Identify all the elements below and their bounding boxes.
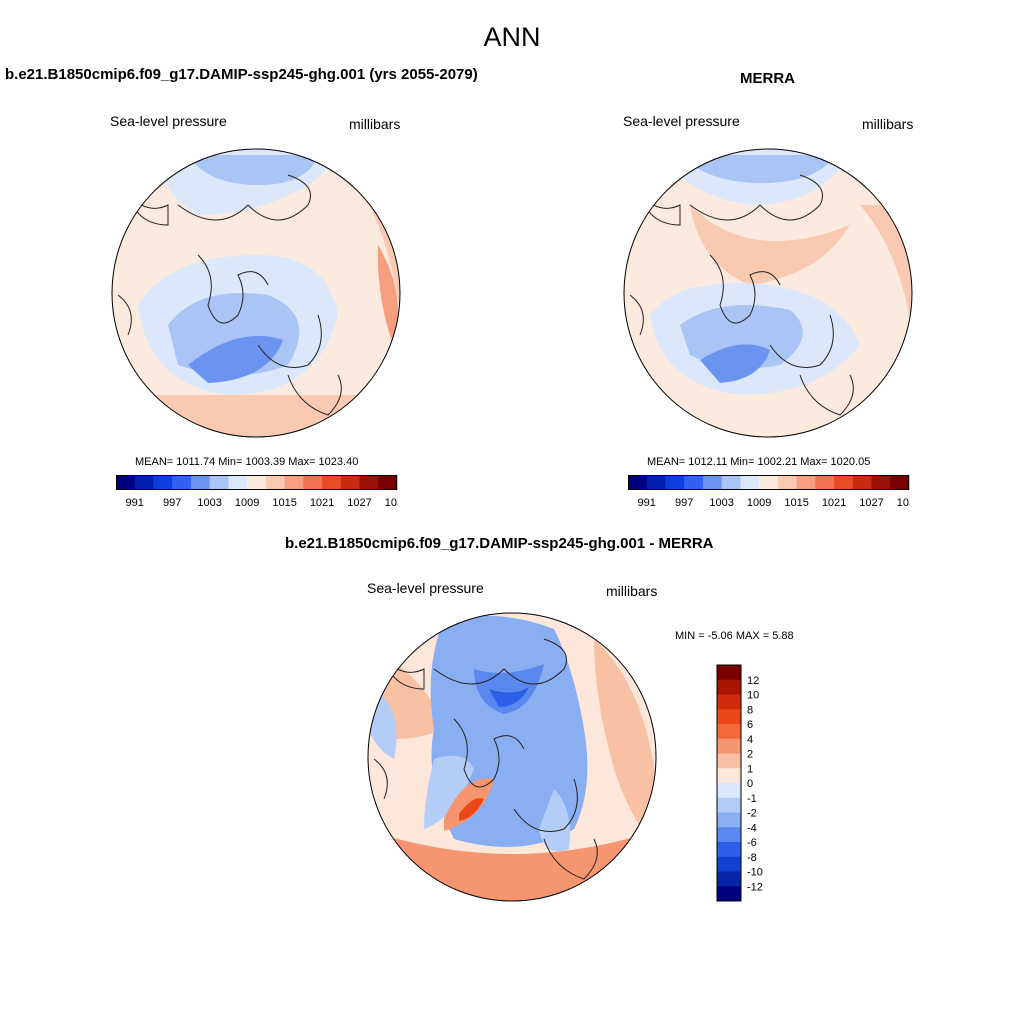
colorbar-border <box>116 475 397 490</box>
figure-title: ANN <box>483 22 541 52</box>
colorbar-tick-label: -1 <box>747 793 757 805</box>
obs-units-label: millibars <box>862 116 914 132</box>
colorbar-tick-label: 10 <box>747 690 759 702</box>
colorbar-tick-label: 1021 <box>310 497 334 509</box>
colorbar-swatch <box>717 886 741 902</box>
colorbar-tick-label: 1033 <box>897 497 910 509</box>
colorbar-tick-label: -12 <box>747 881 763 893</box>
colorbar-swatch <box>740 475 760 490</box>
colorbar-tick-label: 0 <box>747 778 753 790</box>
colorbar-swatch <box>717 768 741 784</box>
colorbar-swatch <box>702 475 722 490</box>
colorbar-swatch <box>153 475 173 490</box>
colorbar-swatch <box>228 475 248 490</box>
colorbar-swatch <box>378 475 398 490</box>
model-stats-text: MEAN= 1011.74 Min= 1003.39 Max= 1023.40 <box>135 456 359 468</box>
colorbar-tick-label: 991 <box>638 497 656 509</box>
colorbar-swatch <box>717 842 741 858</box>
colorbar-swatch <box>871 475 891 490</box>
model-panel-title: b.e21.B1850cmip6.f09_g17.DAMIP-ssp245-gh… <box>5 66 478 83</box>
obs-stats-text: MEAN= 1012.11 Min= 1002.21 Max= 1020.05 <box>647 456 871 468</box>
colorbar-swatch <box>777 475 797 490</box>
colorbar-swatch <box>721 475 741 490</box>
diff-minmax-text: MIN = -5.06 MAX = 5.88 <box>675 630 794 642</box>
colorbar-tick-label: 12 <box>747 675 759 687</box>
colorbar-swatch <box>815 475 835 490</box>
colorbar-swatch <box>247 475 267 490</box>
colorbar-tick-label: 1027 <box>347 497 371 509</box>
colorbar-swatch <box>665 475 685 490</box>
colorbar-swatch <box>796 475 816 490</box>
colorbar-swatch <box>134 475 154 490</box>
colorbar-tick-label: -6 <box>747 837 757 849</box>
colorbar-swatch <box>717 797 741 813</box>
colorbar-swatch <box>359 475 379 490</box>
colorbar-tick-label: 997 <box>163 497 181 509</box>
model-variable-label: Sea-level pressure <box>110 113 227 129</box>
colorbar-border <box>628 475 909 490</box>
colorbar-tick-label: 1003 <box>709 497 733 509</box>
colorbar-swatch <box>717 694 741 710</box>
colorbar-tick-label: 997 <box>675 497 693 509</box>
colorbar-swatch <box>684 475 704 490</box>
colorbar-swatch <box>172 475 192 490</box>
obs-polar-map <box>623 148 913 438</box>
colorbar-tick-label: 991 <box>126 497 144 509</box>
diff-polar-map <box>367 612 657 902</box>
colorbar-swatch <box>717 738 741 754</box>
colorbar-tick-label: 1015 <box>784 497 808 509</box>
colorbar-tick-label: -4 <box>747 822 757 834</box>
colorbar-swatch <box>717 827 741 843</box>
colorbar-swatch <box>717 665 741 681</box>
colorbar-swatch <box>759 475 779 490</box>
colorbar-tick-label: 2 <box>747 749 753 761</box>
colorbar-swatch <box>717 724 741 740</box>
colorbar-swatch <box>340 475 360 490</box>
colorbar-swatch <box>322 475 342 490</box>
obs-variable-label: Sea-level pressure <box>623 113 740 129</box>
diff-variable-label: Sea-level pressure <box>367 580 484 596</box>
colorbar-swatch <box>834 475 854 490</box>
colorbar-swatch <box>717 812 741 828</box>
colorbar-tick-label: 1009 <box>747 497 771 509</box>
obs-colorbar: 991 997 1003 1009 1015 1021 1027 1033 <box>628 475 910 509</box>
colorbar-tick-label: 1021 <box>822 497 846 509</box>
colorbar-swatch <box>628 475 648 490</box>
colorbar-swatch <box>717 783 741 799</box>
colorbar-swatch <box>717 871 741 887</box>
colorbar-swatch <box>646 475 666 490</box>
colorbar-tick-label: 1009 <box>235 497 259 509</box>
colorbar-swatch <box>303 475 323 490</box>
colorbar-tick-label: 1 <box>747 763 753 775</box>
model-polar-map <box>111 148 401 438</box>
colorbar-tick-label: 1015 <box>272 497 296 509</box>
colorbar-tick-label: 1003 <box>197 497 221 509</box>
colorbar-swatch <box>265 475 285 490</box>
colorbar-tick-label: 8 <box>747 704 753 716</box>
colorbar-tick-label: -2 <box>747 808 757 820</box>
model-units-label: millibars <box>349 116 401 132</box>
colorbar-swatch <box>209 475 229 490</box>
diff-units-label: millibars <box>606 583 658 599</box>
colorbar-swatch <box>190 475 210 490</box>
colorbar-swatch <box>717 753 741 769</box>
colorbar-tick-label: 4 <box>747 734 753 746</box>
colorbar-tick-label: 1033 <box>385 497 398 509</box>
colorbar-swatch <box>116 475 136 490</box>
colorbar-tick-label: -8 <box>747 852 757 864</box>
colorbar-tick-label: 6 <box>747 719 753 731</box>
colorbar-swatch <box>284 475 304 490</box>
colorbar-swatch <box>852 475 872 490</box>
colorbar-swatch <box>717 679 741 695</box>
colorbar-swatch <box>717 856 741 872</box>
colorbar-swatch <box>717 709 741 725</box>
model-colorbar: 991 997 1003 1009 1015 1021 1027 1033 <box>116 475 398 509</box>
colorbar-swatch <box>890 475 910 490</box>
colorbar-border <box>716 664 742 902</box>
colorbar-tick-label: 1027 <box>859 497 883 509</box>
colorbar-tick-label: -10 <box>747 867 763 879</box>
diff-panel-title: b.e21.B1850cmip6.f09_g17.DAMIP-ssp245-gh… <box>285 535 714 552</box>
obs-panel-title: MERRA <box>740 70 795 87</box>
